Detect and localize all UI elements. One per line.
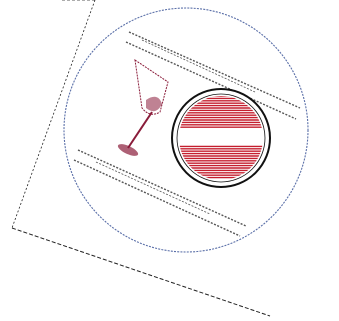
sheet-bottom-edge: [11, 227, 271, 317]
paper-sheet: [11, 0, 271, 317]
wine-glass-icon: [117, 58, 169, 156]
upper-text-block: [125, 31, 301, 120]
logo-inner-ring: [176, 93, 266, 183]
disc-outline: [63, 7, 309, 253]
logo-stripes: [179, 96, 263, 179]
sheet-left-edge: [11, 0, 96, 229]
striped-circle-logo: [171, 88, 271, 188]
lower-text-block: [73, 149, 247, 237]
